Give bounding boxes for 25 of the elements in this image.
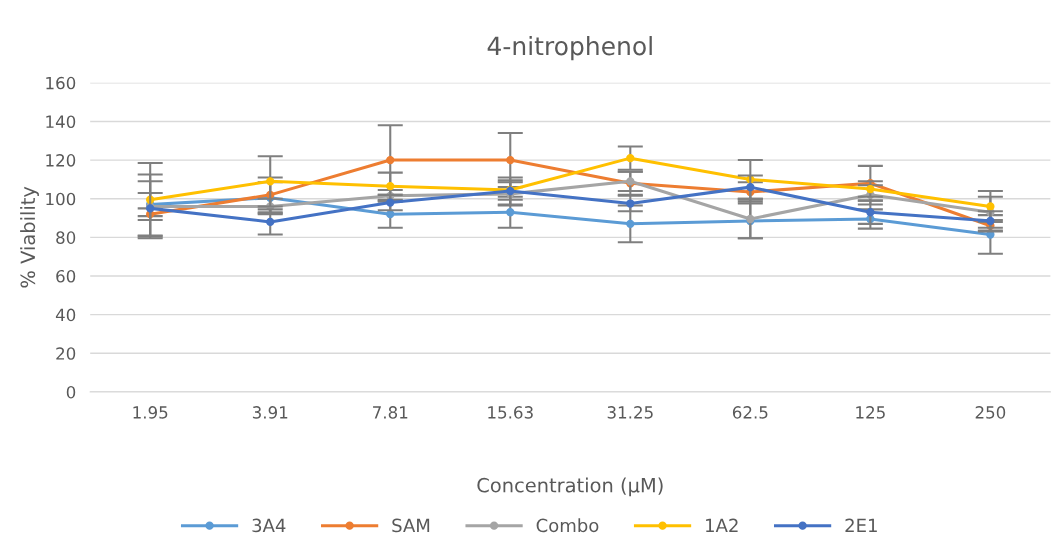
legend-label: SAM	[392, 518, 430, 533]
legend-label: 3A4	[252, 518, 286, 533]
x-axis-title: Concentration (μM)	[477, 477, 663, 497]
y-tick-label: 140	[46, 115, 76, 129]
x-tick-label: 3.91	[252, 406, 288, 419]
y-tick-label: 120	[46, 154, 76, 167]
y-tick-label: 80	[56, 231, 76, 244]
legend-label: 1A2	[706, 518, 738, 532]
chart-title: 4-nitrophenol	[487, 36, 652, 61]
x-tick-label: 1.95	[133, 406, 168, 419]
y-tick-label: 40	[55, 308, 76, 322]
x-tick-label: 62.5	[732, 406, 768, 419]
y-tick-label: 100	[46, 192, 76, 206]
legend-label: Combo	[536, 518, 599, 533]
x-tick-label: 250	[975, 406, 1006, 419]
y-tick-label: 160	[46, 76, 76, 90]
y-tick-label: 20	[56, 347, 76, 360]
y-axis-title: % Viability	[20, 186, 39, 288]
x-tick-label: 31.25	[607, 406, 653, 419]
legend-label: 2E1	[845, 518, 877, 532]
x-tick-label: 15.63	[488, 406, 533, 419]
x-tick-label: 125	[856, 406, 885, 419]
x-tick-label: 7.81	[373, 406, 408, 419]
y-tick-label: 60	[56, 269, 76, 283]
y-tick-label: 0	[66, 385, 76, 399]
